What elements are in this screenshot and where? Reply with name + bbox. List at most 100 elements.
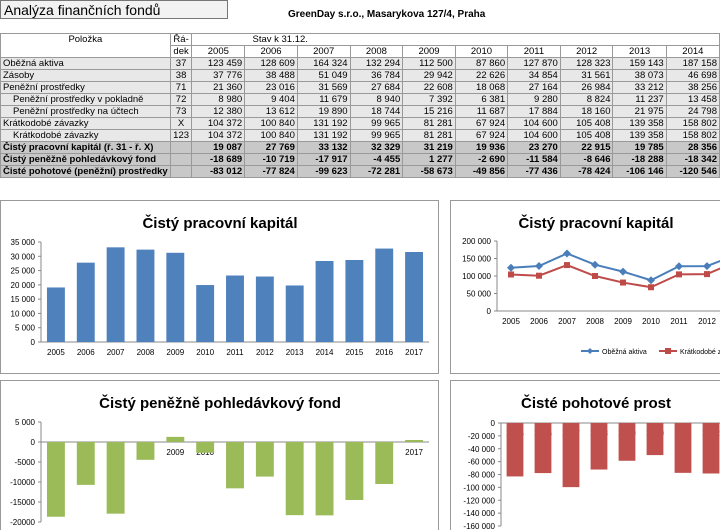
cell: -2 690: [454, 153, 509, 166]
y-tick-label: -5000: [15, 458, 36, 467]
bar: [590, 423, 608, 470]
bar: [285, 442, 304, 516]
cell: 112 500: [402, 57, 456, 70]
y-tick-label: -140 000: [463, 509, 495, 518]
cell: -17 917: [296, 153, 351, 166]
y-tick-label: 0: [31, 438, 36, 447]
cell: 31 219: [402, 141, 456, 154]
bar: [315, 442, 334, 516]
y-tick-label: -20000: [10, 518, 35, 527]
x-tick-label: 2008: [586, 317, 604, 326]
y-tick-label: 0: [31, 338, 36, 347]
cell: 19 936: [454, 141, 509, 154]
cell: 23 270: [507, 141, 561, 154]
cell: [169, 141, 193, 154]
bar: [106, 247, 125, 342]
marker: [704, 271, 710, 278]
bar: [285, 285, 304, 342]
bar: [166, 436, 185, 442]
cell: 22 608: [402, 81, 456, 94]
cell: 2014: [665, 45, 720, 58]
cell: 104 600: [507, 117, 561, 130]
x-tick-label: 2007: [107, 348, 125, 357]
cell: 2010: [454, 45, 509, 58]
x-tick-label: 2017: [405, 448, 423, 457]
cell: 28 356: [665, 141, 720, 154]
marker: [676, 271, 682, 278]
cell: 18 744: [349, 105, 404, 118]
chart-panel: Čistý peněžně pohledávkový fond -20000 -15…: [0, 380, 439, 530]
marker: [703, 262, 711, 271]
marker: [675, 262, 683, 271]
y-tick-label: 25 000: [11, 267, 36, 276]
x-tick-label: 2010: [196, 348, 214, 357]
chart-title: Čisté pohotové prost: [521, 394, 671, 412]
cell: 73: [169, 105, 193, 118]
cell: 104 372: [191, 129, 246, 142]
bar: [618, 423, 636, 461]
cell: 71: [169, 81, 193, 94]
cell: 100 840: [244, 129, 298, 142]
marker: [564, 262, 570, 269]
cell: 2008: [349, 45, 404, 58]
marker: [647, 276, 655, 285]
cell: 31 569: [296, 81, 351, 94]
y-tick-label: -10000: [10, 478, 35, 487]
x-tick-label: 2007: [558, 317, 576, 326]
chart: Čistý pracovní kapitál 0 5 000 10 000 15 000…: [11, 214, 429, 357]
cell: 19 087: [191, 141, 246, 154]
chart-title: Čistý peněžně pohledávkový fond: [99, 394, 341, 412]
cell: 38 488: [244, 69, 298, 82]
x-tick-label: 2006: [77, 348, 95, 357]
cell: 8 980: [191, 93, 246, 106]
bar: [76, 262, 95, 342]
x-tick-label: 2014: [316, 348, 334, 357]
cell: Čistý pracovní kapitál (ř. 31 - ř. X): [0, 141, 171, 154]
cell: 128 609: [244, 57, 298, 70]
x-tick-label: 2005: [502, 317, 520, 326]
cell: Položka: [0, 33, 171, 58]
cell: Oběžná aktiva: [0, 57, 171, 70]
cell: 13 612: [244, 105, 298, 118]
chart: Čistý pracovní kapitál 0 50 000 100 000 150 …: [462, 214, 720, 356]
cell: 139 358: [612, 117, 667, 130]
cell: 38 073: [612, 69, 667, 82]
cell: 2007: [296, 45, 351, 58]
company: GreenDay s.r.o., Masarykova 127/4, Praha: [288, 9, 486, 20]
cell: 46 698: [665, 69, 720, 82]
cell: Peněžní prostředky v pokladně: [0, 93, 171, 106]
cell: -18 342: [665, 153, 720, 166]
legend-label: Oběžná aktiva: [602, 349, 647, 356]
cell: Peněžní prostředky na účtech: [0, 105, 171, 118]
cell: 36 784: [349, 69, 404, 82]
cell: [169, 153, 193, 166]
cell: 26 984: [559, 81, 614, 94]
x-tick-label: 2006: [530, 317, 548, 326]
cell: [169, 165, 193, 178]
cell: 128 323: [559, 57, 614, 70]
y-tick-label: 10 000: [11, 309, 36, 318]
legend-label: Krátkodobé závazky: [680, 349, 720, 356]
y-tick-label: 35 000: [11, 238, 36, 247]
cell: 105 408: [559, 117, 614, 130]
bar: [255, 442, 274, 477]
cell: 87 860: [454, 57, 509, 70]
cell: 123: [169, 129, 193, 142]
cell: 2009: [402, 45, 456, 58]
cell: -11 584: [507, 153, 561, 166]
y-tick-label: -40 000: [468, 445, 496, 454]
y-tick-label: 30 000: [11, 252, 36, 261]
cell: 23 016: [244, 81, 298, 94]
x-tick-label: 2008: [137, 348, 155, 357]
y-tick-label: -80 000: [468, 471, 496, 480]
cell: 33 212: [612, 81, 667, 94]
cell: 2013: [612, 45, 667, 58]
chart: Čisté pohotové prost -160 000 -140 000 -120…: [463, 394, 720, 530]
x-tick-label: 2005: [47, 348, 65, 357]
x-tick-label: 2011: [226, 348, 244, 357]
marker: [507, 263, 515, 272]
bar: [702, 423, 720, 474]
y-tick-label: -15000: [10, 498, 35, 507]
y-tick-label: 0: [491, 419, 496, 428]
chart-title: Čistý pracovní kapitál: [518, 214, 673, 232]
